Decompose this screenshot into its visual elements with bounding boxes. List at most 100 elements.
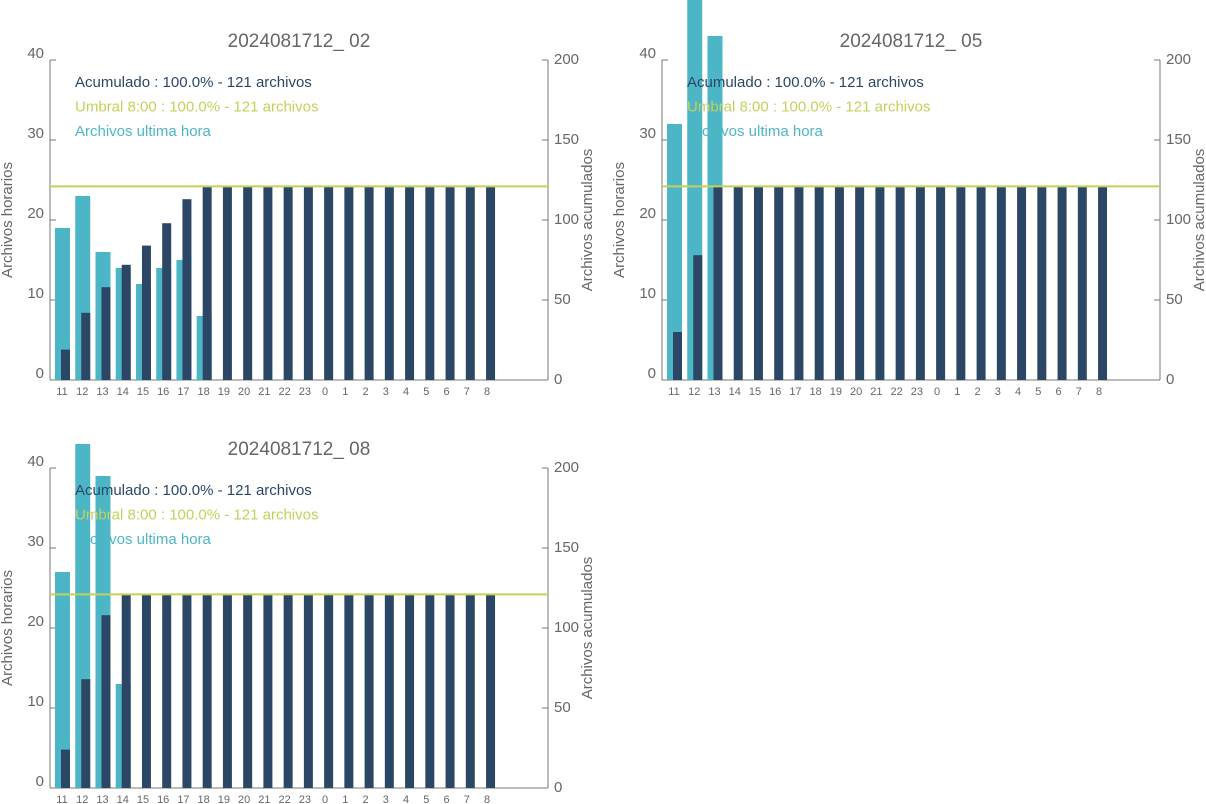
bar [733, 186, 743, 380]
x-tick-label: 15 [137, 794, 149, 804]
bar [263, 186, 273, 380]
bar [915, 186, 925, 380]
x-tick-label: 19 [218, 386, 230, 398]
bar [405, 594, 415, 788]
x-tick-label: 8 [484, 794, 490, 804]
bar [895, 186, 905, 380]
x-tick-label: 19 [218, 794, 230, 804]
chart-title: 2024081712_ 05 [840, 31, 983, 52]
bar [713, 186, 723, 380]
y2-axis-label: Archivos acumulados [579, 557, 596, 700]
bar [202, 594, 212, 788]
bar [384, 594, 394, 788]
bar [222, 594, 232, 788]
legend-entry: Umbral 8:00 : 100.0% - 121 archivos [687, 98, 930, 115]
x-tick-label: 5 [423, 386, 429, 398]
x-tick-label: 8 [484, 386, 490, 398]
x-tick-label: 19 [830, 386, 842, 398]
y2-tick-label: 150 [1166, 131, 1191, 148]
x-tick-label: 23 [299, 386, 311, 398]
y2-tick-label: 50 [554, 699, 571, 716]
x-tick-label: 20 [238, 386, 250, 398]
x-tick-label: 1 [342, 386, 348, 398]
bar [283, 594, 293, 788]
x-tick-label: 22 [891, 386, 903, 398]
x-tick-label: 16 [157, 794, 169, 804]
y2-tick-label: 200 [554, 51, 579, 68]
x-tick-label: 13 [96, 794, 108, 804]
x-tick-label: 22 [279, 794, 291, 804]
bar [324, 186, 334, 380]
x-tick-label: 22 [279, 386, 291, 398]
bar [222, 186, 232, 380]
bar [1017, 186, 1027, 380]
bar [283, 186, 293, 380]
bar [445, 186, 455, 380]
chart-panel: 2024081712_ 08 Archivos horarios Archivos … [0, 439, 596, 804]
x-tick-label: 18 [810, 386, 822, 398]
bar [202, 186, 212, 380]
x-tick-label: 7 [464, 386, 470, 398]
y2-axis-label: Archivos acumulados [1191, 149, 1206, 292]
x-tick-label: 15 [137, 386, 149, 398]
x-tick-label: 12 [688, 386, 700, 398]
y2-tick-label: 0 [554, 779, 562, 796]
bar [486, 594, 496, 788]
bar [1098, 186, 1108, 380]
x-tick-label: 11 [668, 386, 679, 398]
bar [794, 186, 804, 380]
bar [263, 594, 273, 788]
bar [344, 594, 354, 788]
x-tick-label: 4 [403, 794, 409, 804]
y2-tick-label: 100 [554, 619, 579, 636]
bar [956, 186, 966, 380]
x-tick-label: 23 [299, 794, 311, 804]
x-tick-label: 17 [177, 386, 189, 398]
bar [1037, 186, 1047, 380]
x-tick-label: 14 [117, 794, 129, 804]
chart-panel: 2024081712_ 02 Archivos horarios Archivos … [0, 31, 596, 398]
bar [55, 572, 70, 788]
x-tick-label: 18 [198, 386, 210, 398]
x-tick-label: 20 [238, 794, 250, 804]
x-tick-label: 1 [954, 386, 960, 398]
x-tick-label: 13 [96, 386, 108, 398]
y-tick-label: 10 [27, 693, 44, 710]
x-tick-label: 7 [1076, 386, 1082, 398]
x-tick-label: 21 [258, 794, 270, 804]
y2-tick-label: 200 [1166, 51, 1191, 68]
bar [344, 186, 354, 380]
bar [81, 679, 91, 788]
bar [162, 594, 172, 788]
y2-tick-label: 150 [554, 539, 579, 556]
y2-tick-label: 100 [1166, 211, 1191, 228]
bar [693, 255, 703, 380]
x-tick-label: 2 [975, 386, 981, 398]
x-tick-label: 20 [850, 386, 862, 398]
x-tick-label: 21 [870, 386, 882, 398]
bar [814, 186, 824, 380]
y-tick-label: 10 [27, 285, 44, 302]
bar [753, 186, 763, 380]
y2-tick-label: 0 [554, 371, 562, 388]
x-tick-label: 16 [769, 386, 781, 398]
bar [384, 186, 394, 380]
x-tick-label: 12 [76, 386, 88, 398]
y-tick-label: 30 [639, 125, 656, 142]
legend-entry: Acumulado : 100.0% - 121 archivos [687, 74, 924, 91]
bar [673, 332, 682, 380]
bar [486, 186, 496, 380]
bar [101, 615, 111, 788]
bar [996, 186, 1006, 380]
x-tick-label: 17 [177, 794, 189, 804]
y-tick-label: 30 [27, 533, 44, 550]
x-tick-label: 6 [1055, 386, 1061, 398]
x-tick-label: 1 [342, 794, 348, 804]
y-tick-label: 40 [27, 453, 44, 470]
y2-tick-label: 50 [1166, 291, 1183, 308]
bar [774, 186, 784, 380]
bar [667, 124, 682, 380]
bar [81, 312, 91, 380]
x-tick-label: 2 [363, 794, 369, 804]
bar [243, 186, 253, 380]
